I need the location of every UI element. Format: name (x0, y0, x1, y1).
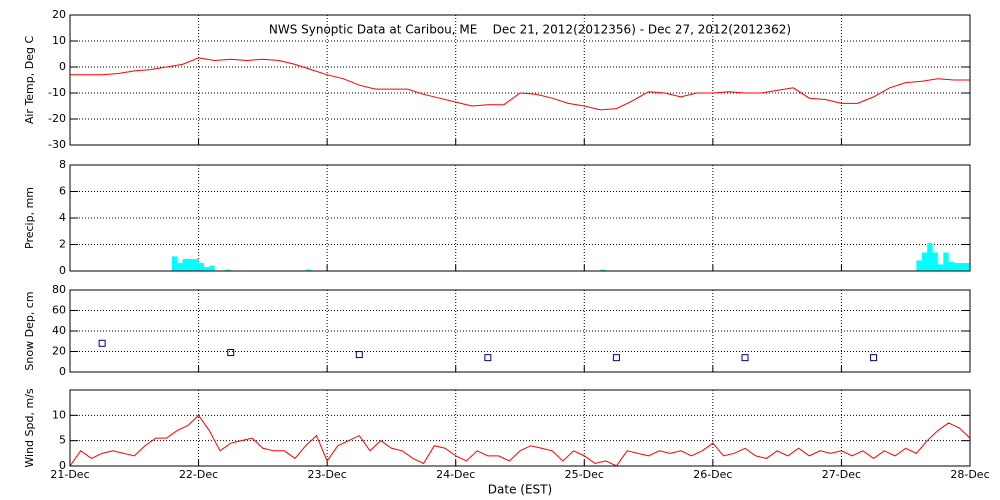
point (355, 351, 363, 359)
bar (937, 264, 944, 271)
point (98, 339, 106, 347)
bar (600, 269, 606, 271)
y-tick-label: 10 (52, 408, 66, 421)
x-tick-label: 23-Dec (308, 468, 347, 481)
bar (225, 269, 231, 271)
y-tick-label: 20 (52, 8, 66, 21)
bar (943, 252, 949, 271)
y-tick-label: 2 (59, 238, 66, 251)
x-tick-label: 27-Dec (822, 468, 861, 481)
line (69, 414, 971, 467)
point (227, 349, 235, 357)
bar (187, 259, 194, 271)
y-tick-label: 10 (52, 34, 66, 47)
point (741, 354, 749, 362)
point (484, 354, 492, 362)
point (612, 354, 620, 362)
bar (964, 263, 970, 271)
plot-frame (69, 164, 971, 272)
y-tick-label: 20 (52, 345, 66, 358)
y-tick-label: 0 (59, 60, 66, 73)
y-tick-label: -20 (48, 112, 66, 125)
y-axis-label: Air Temp, Deg C (23, 36, 36, 125)
point (870, 354, 878, 362)
y-tick-label: 40 (52, 324, 66, 337)
bar (209, 265, 215, 271)
chart-title: NWS Synoptic Data at Caribou, ME Dec 21,… (269, 23, 791, 37)
plot-frame (69, 289, 971, 373)
x-tick-label: 21-Dec (50, 468, 89, 481)
y-tick-label: 6 (59, 185, 66, 198)
bar (916, 260, 922, 271)
y-tick-label: 0 (59, 365, 66, 378)
bar (171, 256, 178, 271)
bar (927, 243, 933, 271)
y-tick-label: 80 (52, 283, 66, 296)
y-tick-label: 0 (59, 459, 66, 472)
y-tick-label: 8 (59, 158, 66, 171)
bar (198, 263, 204, 271)
x-tick-label: 26-Dec (693, 468, 732, 481)
y-tick-label: 5 (59, 434, 66, 447)
bar (305, 269, 312, 271)
y-tick-label: 0 (59, 264, 66, 277)
bar (193, 259, 199, 271)
bar (921, 252, 928, 271)
x-tick-label: 28-Dec (950, 468, 989, 481)
bar (177, 263, 183, 271)
x-axis-label: Date (EST) (488, 483, 552, 497)
bar (932, 252, 938, 271)
y-axis-label: Wind Spd, m/s (23, 388, 36, 468)
plot-frame (69, 14, 971, 146)
y-tick-label: -30 (48, 138, 66, 151)
bar (203, 267, 210, 271)
y-tick-label: -10 (48, 86, 66, 99)
y-axis-label: Precip, mm (23, 187, 36, 249)
y-tick-label: 4 (59, 211, 66, 224)
bar (182, 259, 188, 271)
bar (948, 261, 954, 271)
bar (959, 263, 965, 271)
plot-frame (69, 389, 971, 467)
x-tick-label: 24-Dec (436, 468, 475, 481)
y-axis-label: Snow Dep, cm (23, 291, 36, 370)
x-tick-label: 22-Dec (179, 468, 218, 481)
y-tick-label: 60 (52, 304, 66, 317)
bar (953, 263, 960, 271)
line (70, 57, 970, 111)
x-tick-label: 25-Dec (565, 468, 604, 481)
